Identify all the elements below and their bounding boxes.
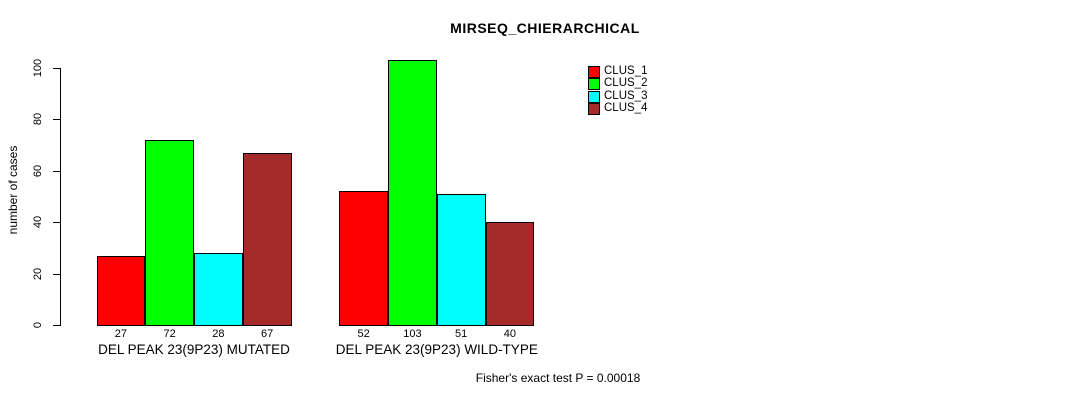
footnote-fisher-test: Fisher's exact test P = 0.00018 [475,371,641,385]
y-tick-label: 60 [32,164,44,177]
bar-clus_3-group1 [194,253,243,326]
legend-swatch-clus_1 [588,66,600,78]
bar-clus_4-group1 [242,152,292,326]
bar-clus_4-group2 [485,222,535,326]
chart-title: MIRSEQ_CHIERARCHICAL [450,20,640,36]
y-tick-label: 40 [32,216,44,229]
bar-clus_2-group2 [388,60,437,326]
y-tick-label: 0 [32,321,44,329]
bar-clus_1-group2 [339,191,389,326]
bar-value-label: 40 [503,328,517,340]
bar-value-label: 51 [455,328,468,340]
y-tick-mark [53,222,60,224]
y-axis-line [60,68,61,326]
legend-label-clus_1: CLUS_1 [604,65,648,77]
legend-swatch-clus_4 [588,103,600,116]
y-tick-mark [53,119,60,121]
y-axis-label: number of cases [6,145,20,235]
x-axis-label-group2: DEL PEAK 23(9P23) WILD-TYPE [335,342,538,357]
bar-value-label: 27 [114,328,127,340]
bar-clus_2-group1 [145,139,194,326]
bar-value-label: 52 [357,328,370,340]
bar-value-label: 67 [261,328,274,340]
y-tick-label: 80 [32,113,44,126]
y-tick-label: 100 [32,58,44,78]
bar-value-label: 28 [212,328,225,340]
bar-value-label: 72 [163,328,176,340]
y-tick-mark [53,170,60,172]
bar-clus_1-group1 [96,255,146,326]
y-tick-mark [53,273,60,275]
bar-value-label: 103 [403,328,422,340]
y-tick-label: 20 [32,267,44,280]
y-tick-mark [53,68,60,69]
legend-label-clus_3: CLUS_3 [604,89,648,102]
legend-swatch-clus_2 [588,78,600,91]
bar-clus_3-group2 [436,193,486,326]
y-tick-mark [53,325,60,326]
legend-label-clus_2: CLUS_2 [604,77,648,90]
legend-swatch-clus_3 [588,90,600,103]
legend-label-clus_4: CLUS_4 [604,102,648,115]
x-axis-label-group1: DEL PEAK 23(9P23) MUTATED [98,342,290,357]
